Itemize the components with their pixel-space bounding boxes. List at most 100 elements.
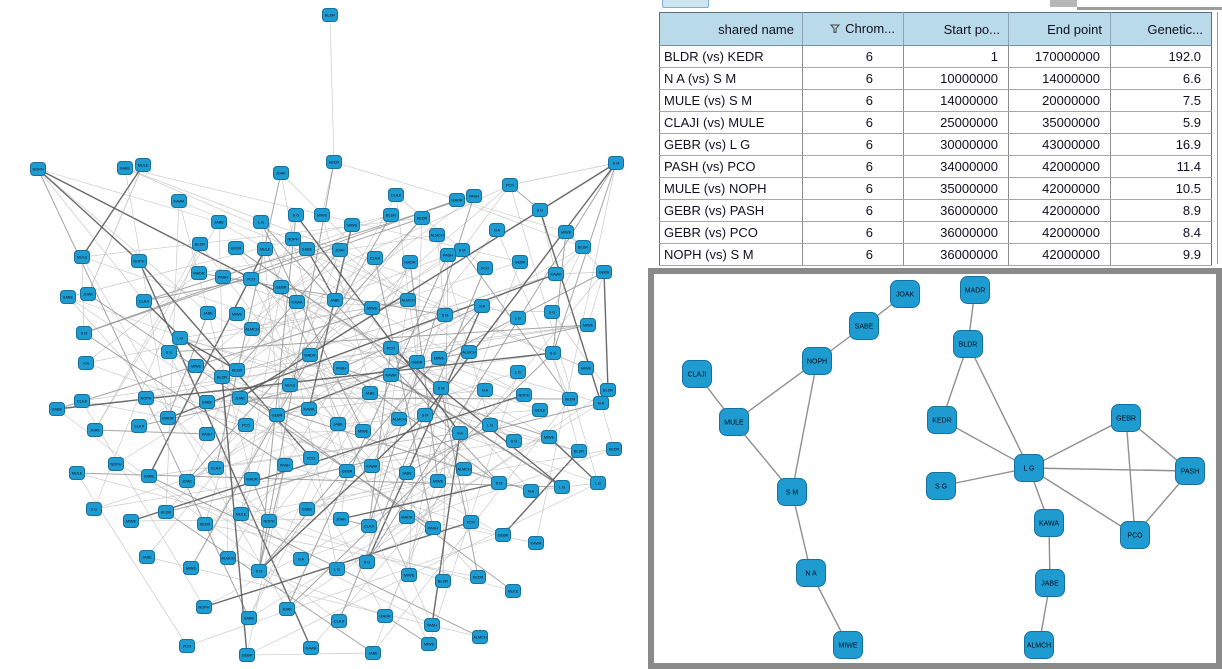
table-cell[interactable]: 5.9 [1110,111,1212,134]
network-node[interactable]: PASH [440,248,456,262]
network-node[interactable]: MADR [244,472,260,486]
table-row[interactable]: GEBR (vs) PCO 6 36000000 42000000 8.4 [659,221,1212,244]
network-node[interactable]: MIWE [314,208,330,222]
network-node[interactable]: PCO [238,418,254,432]
network-node[interactable]: KEDR [197,517,213,531]
network-node[interactable]: ALMCH [472,630,488,644]
network-node[interactable]: JABE [200,306,216,320]
network-node[interactable]: S G [545,346,561,360]
network-node[interactable]: L G [510,365,526,379]
network-node[interactable]: MADR [377,609,393,623]
network-node[interactable]: ALMCH [429,228,445,242]
node-gebr[interactable]: GEBR [1111,404,1141,432]
network-node[interactable]: GEBR [239,648,255,662]
network-node[interactable]: MIWE [355,424,371,438]
network-node[interactable]: MIWE [401,568,417,582]
table-row[interactable]: MULE (vs) S M 6 14000000 20000000 7.5 [659,89,1212,112]
table-cell[interactable]: 6 [802,111,904,134]
node-claji[interactable]: CLAJI [682,360,712,388]
network-node[interactable]: MADR [191,266,207,280]
network-node[interactable]: N A [78,356,94,370]
table-cell[interactable]: 14000000 [903,89,1009,112]
network-node[interactable]: MADR [160,411,176,425]
network-node[interactable]: MIWE [558,225,574,239]
network-node[interactable]: S G [288,208,304,222]
network-node[interactable]: MIWE [123,514,139,528]
table-row[interactable]: NOPH (vs) S M 6 36000000 42000000 9.9 [659,243,1212,266]
network-node[interactable]: S G [544,305,560,319]
network-node[interactable]: PASH [333,361,349,375]
table-row[interactable]: MULE (vs) NOPH 6 35000000 42000000 10.5 [659,177,1212,200]
table-row[interactable]: PASH (vs) PCO 6 34000000 42000000 11.4 [659,155,1212,178]
network-node[interactable]: KAWA [303,641,319,655]
table-cell[interactable]: 35000000 [1008,111,1111,134]
network-node[interactable]: KEDR [606,442,622,456]
table-cell[interactable]: 30000000 [903,133,1009,156]
network-node[interactable]: L G [510,311,526,325]
network-node[interactable]: L G [172,331,188,345]
network-node[interactable]: S M [76,326,92,340]
network-node[interactable]: S M [454,243,470,257]
network-node[interactable]: GEBR [269,408,285,422]
network-node[interactable]: MIWE [578,361,594,375]
network-node[interactable]: BLDR [192,237,208,251]
network-node[interactable]: MULE [69,466,85,480]
network-node[interactable]: GEBR [596,265,612,279]
network-node[interactable]: PASH [424,618,440,632]
table-cell[interactable]: 8.9 [1110,199,1212,222]
network-node[interactable]: CLAJI [388,188,404,202]
network-node[interactable]: N A [293,552,309,566]
table-cell[interactable]: 9.9 [1110,243,1212,266]
table-row[interactable]: GEBR (vs) L G 6 30000000 43000000 16.9 [659,133,1212,156]
node-kedr[interactable]: KEDR [927,406,957,434]
table-cell[interactable]: 42000000 [1008,177,1111,200]
network-node[interactable]: SABE [299,242,315,256]
network-node[interactable]: PASH [277,458,293,472]
network-node[interactable]: ALMCH [220,551,236,565]
network-node[interactable]: NOPH [30,162,46,176]
network-node[interactable]: ALMCH [400,293,416,307]
network-node[interactable]: S M [491,476,507,490]
network-node[interactable]: PCO [179,639,195,653]
network-node[interactable]: JOAK [87,423,103,437]
table-cell[interactable]: N A (vs) S M [659,67,803,90]
network-node[interactable]: L G [253,215,269,229]
column-header-endpoint[interactable]: End point [1008,12,1111,46]
network-node[interactable]: KAWA [383,368,399,382]
network-node[interactable]: JOAK [333,512,349,526]
table-cell[interactable]: CLAJI (vs) MULE [659,111,803,134]
network-node[interactable]: BLDR [158,505,174,519]
table-cell[interactable]: 10000000 [903,67,1009,90]
table-cell[interactable]: 6 [802,199,904,222]
table-cell[interactable]: 35000000 [903,177,1009,200]
table-cell[interactable]: 170000000 [1008,45,1111,68]
network-node[interactable]: NOPH [261,514,277,528]
table-cell[interactable]: 6 [802,89,904,112]
network-node[interactable]: JOAK [279,602,295,616]
network-node[interactable]: SABE [199,395,215,409]
network-node[interactable]: MULE [532,403,548,417]
network-node[interactable]: NOPH [108,457,124,471]
network-node[interactable]: PCO [243,272,259,286]
network-node[interactable]: BLDR [435,574,451,588]
column-header-sharedname[interactable]: shared name [659,12,803,46]
network-node[interactable]: S M [437,308,453,322]
network-node[interactable]: MULE [282,378,298,392]
network-node[interactable]: KEDR [228,241,244,255]
table-cell[interactable]: GEBR (vs) L G [659,133,803,156]
network-node[interactable]: MADR [402,255,418,269]
network-node[interactable]: GEBR [339,464,355,478]
network-node[interactable]: S M [417,408,433,422]
network-node[interactable]: KEDR [326,155,342,169]
table-cell[interactable]: 25000000 [903,111,1009,134]
network-node[interactable]: KAWA [301,402,317,416]
network-node[interactable]: SABE [241,611,257,625]
network-node[interactable]: GEBR [409,355,425,369]
network-node[interactable]: PASH [199,427,215,441]
network-node[interactable]: JABE [362,386,378,400]
network-node[interactable]: L G [482,418,498,432]
network-node[interactable]: KAWA [548,267,564,281]
table-row[interactable]: CLAJI (vs) MULE 6 25000000 35000000 5.9 [659,111,1212,134]
network-node[interactable]: N A [593,396,609,410]
table-cell[interactable]: 11.4 [1110,155,1212,178]
